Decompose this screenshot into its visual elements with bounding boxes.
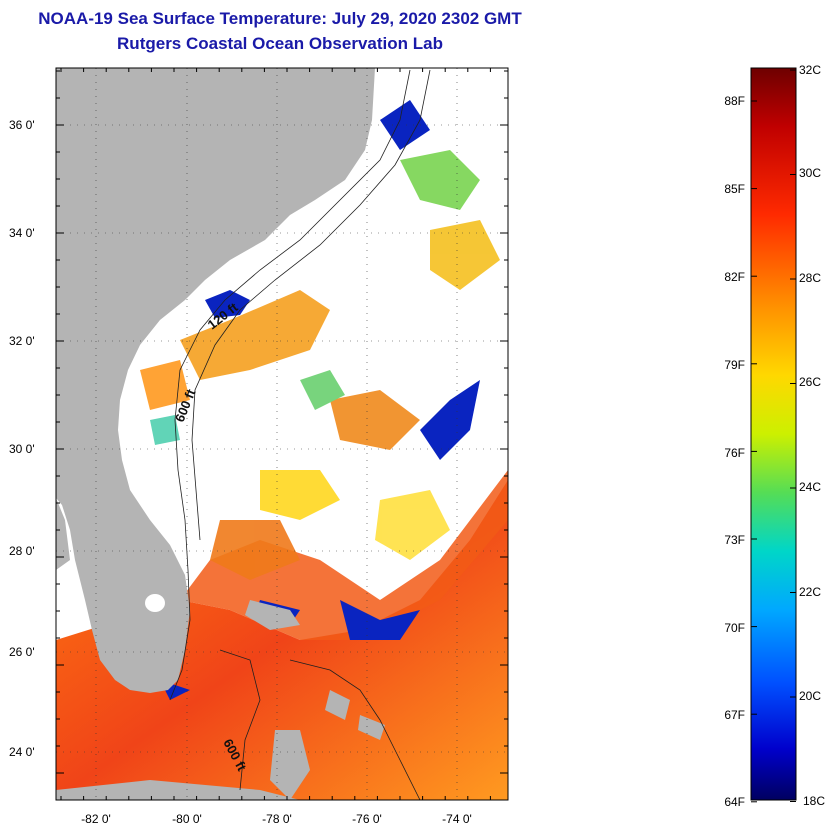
fahrenheit-label: 70F [724, 621, 745, 635]
lat-label: 30 0' [9, 442, 35, 456]
colorbar-ticks [751, 69, 796, 803]
lon-label: -78 0' [262, 812, 292, 826]
colorbar-celsius-labels: 32C 30C 28C 26C 24C 22C 20C 18C [799, 63, 825, 808]
fahrenheit-label: 82F [724, 270, 745, 284]
lon-label: -82 0' [81, 812, 111, 826]
warm-water-south [56, 480, 508, 800]
longitude-labels: -82 0' -80 0' -78 0' -76 0' -74 0' [81, 812, 472, 826]
fahrenheit-label: 85F [724, 182, 745, 196]
lat-label: 34 0' [9, 226, 35, 240]
fahrenheit-label: 76F [724, 446, 745, 460]
latitude-labels: 36 0' 34 0' 32 0' 30 0' 28 0' 26 0' 24 0… [9, 118, 35, 759]
lon-label: -74 0' [442, 812, 472, 826]
fahrenheit-label: 79F [724, 358, 745, 372]
lon-label: -80 0' [172, 812, 202, 826]
lat-label: 32 0' [9, 334, 35, 348]
fahrenheit-label: 88F [724, 94, 745, 108]
celsius-label: 32C [799, 63, 821, 77]
celsius-label: 22C [799, 585, 821, 599]
fahrenheit-label: 64F [724, 795, 745, 809]
celsius-label: 20C [799, 689, 821, 703]
land-southeast-us [56, 68, 375, 693]
lat-label: 26 0' [9, 645, 35, 659]
frame-ticks [56, 68, 508, 800]
lon-label: -76 0' [352, 812, 382, 826]
islands [56, 600, 385, 800]
cool-water-patches [160, 100, 480, 700]
lat-label: 24 0' [9, 745, 35, 759]
map-title: NOAA-19 Sea Surface Temperature: July 29… [38, 9, 522, 28]
celsius-label: 30C [799, 166, 821, 180]
colorbar-fahrenheit-labels: 88F 85F 82F 79F 76F 73F 70F 67F 64F [724, 94, 745, 809]
warm-water-stream [180, 470, 508, 640]
map-frame [55, 67, 509, 801]
celsius-label: 18C [803, 794, 825, 808]
fahrenheit-label: 73F [724, 533, 745, 547]
fahrenheit-label: 67F [724, 708, 745, 722]
graticule [56, 68, 508, 800]
lat-label: 36 0' [9, 118, 35, 132]
lake-okeechobee [145, 594, 165, 612]
celsius-label: 28C [799, 271, 821, 285]
mid-temperature-patches [140, 150, 500, 580]
lat-label: 28 0' [9, 544, 35, 558]
celsius-label: 24C [799, 480, 821, 494]
colorbar [750, 67, 797, 801]
land-gulf-coast [56, 498, 70, 570]
celsius-label: 26C [799, 375, 821, 389]
depth-contours [169, 69, 431, 800]
map-subtitle: Rutgers Coastal Ocean Observation Lab [117, 34, 443, 53]
